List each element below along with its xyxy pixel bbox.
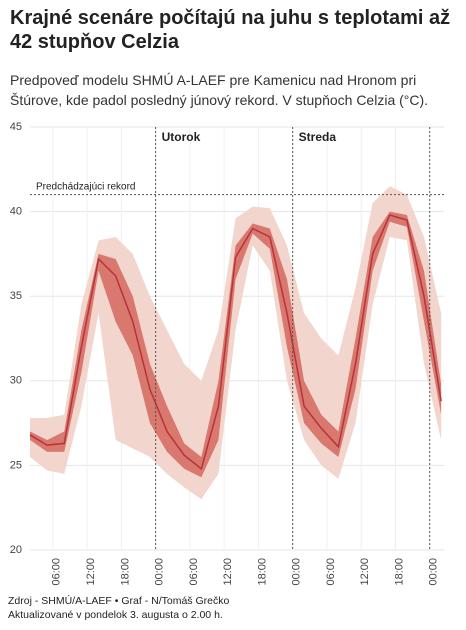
y-tick-label: 20: [10, 544, 22, 556]
y-tick-label: 35: [10, 290, 22, 302]
chart-title: Krajné scenáre počítajú na juhu s teplot…: [10, 7, 451, 53]
x-tick-label: 06:00: [188, 558, 200, 586]
x-tick-label: 18:00: [393, 558, 405, 586]
updated: Aktualizované v pondelok 3. augusta o 2.…: [8, 609, 223, 621]
y-tick-label: 25: [10, 459, 22, 471]
y-tick-label: 45: [10, 121, 22, 133]
y-tick-label: 30: [10, 375, 22, 387]
footer: Zdroj - SHMÚ/A-LAEF • Graf - N/Tomáš Gre…: [8, 594, 229, 622]
source: Zdroj - SHMÚ/A-LAEF • Graf - N/Tomáš Gre…: [8, 595, 230, 607]
x-tick-label: 00:00: [154, 558, 166, 586]
x-tick-label: 00:00: [291, 558, 303, 586]
day-label: Utorok: [162, 130, 201, 144]
day-label: Streda: [299, 130, 337, 144]
reference-label: Predchádzajúci rekord: [36, 181, 136, 192]
y-tick-label: 40: [10, 206, 22, 218]
x-tick-label: 12:00: [222, 558, 234, 586]
x-tick-label: 18:00: [256, 558, 268, 586]
line: [29, 214, 442, 471]
x-tick-label: 18:00: [119, 558, 131, 586]
x-tick-label: 06:00: [325, 558, 337, 586]
x-tick-label: 00:00: [428, 558, 440, 586]
band: [30, 186, 442, 500]
x-tick-label: 06:00: [51, 558, 63, 586]
x-tick-label: 12:00: [85, 558, 97, 586]
x-tick-label: 12:00: [359, 558, 371, 586]
chart-subtitle: Predpoveď modelu SHMÚ A-LAEF pre Kamenic…: [10, 72, 429, 108]
chart: 20 25 30 35 40 45 06:00 12:00 18:00 00:00 06:00 12:…: [10, 121, 444, 586]
